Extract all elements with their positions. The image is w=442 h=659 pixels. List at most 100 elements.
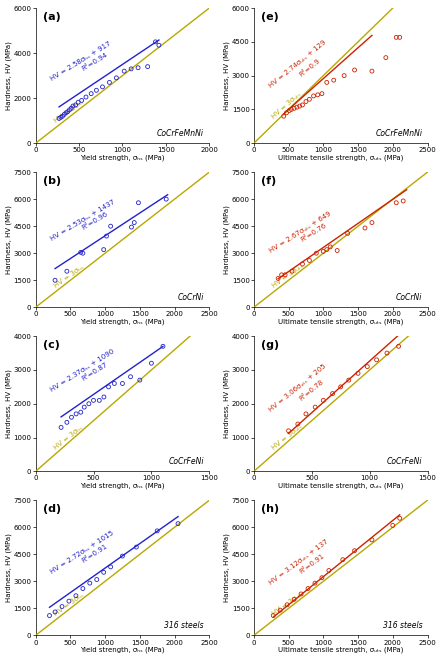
Text: HV = 3σₕₛ: HV = 3σₕₛ bbox=[53, 100, 85, 125]
Text: (b): (b) bbox=[42, 176, 61, 186]
Text: HV = 2.74σᵤₜₛ + 129: HV = 2.74σᵤₜₛ + 129 bbox=[267, 39, 327, 88]
Point bbox=[334, 245, 341, 256]
Point bbox=[280, 111, 287, 121]
Point bbox=[351, 546, 358, 556]
Point bbox=[320, 246, 327, 257]
Point bbox=[62, 107, 69, 118]
Point bbox=[368, 534, 375, 545]
Point bbox=[277, 605, 284, 616]
Point bbox=[323, 244, 330, 255]
Text: R²=0.91: R²=0.91 bbox=[81, 543, 109, 564]
Point bbox=[63, 417, 70, 428]
Text: (a): (a) bbox=[42, 12, 60, 22]
Point bbox=[113, 72, 120, 83]
Point bbox=[128, 222, 135, 233]
Point bbox=[72, 100, 79, 110]
Point bbox=[156, 40, 163, 51]
Text: R²=0.91: R²=0.91 bbox=[299, 552, 326, 575]
Text: (e): (e) bbox=[261, 12, 278, 22]
Y-axis label: Hardness, HV (MPa): Hardness, HV (MPa) bbox=[6, 42, 12, 110]
Point bbox=[57, 112, 65, 123]
Y-axis label: Hardness, HV (MPa): Hardness, HV (MPa) bbox=[6, 205, 12, 274]
Point bbox=[77, 407, 84, 417]
Text: HV = 2.53σₕₛ + 1437: HV = 2.53σₕₛ + 1437 bbox=[50, 198, 117, 242]
Point bbox=[79, 248, 86, 258]
Point bbox=[290, 594, 297, 604]
Text: HV = 3σᵤₜₛ: HV = 3σᵤₜₛ bbox=[271, 92, 302, 120]
Point bbox=[100, 391, 107, 402]
Point bbox=[85, 399, 92, 409]
Point bbox=[136, 375, 143, 386]
Point bbox=[90, 395, 97, 406]
Point bbox=[283, 107, 290, 118]
X-axis label: Ultimate tensile strength, σᵤₜₛ (MPa): Ultimate tensile strength, σᵤₜₛ (MPa) bbox=[278, 483, 404, 490]
Point bbox=[52, 275, 59, 285]
Point bbox=[345, 375, 352, 386]
Text: CoCrNi: CoCrNi bbox=[396, 293, 422, 302]
Text: R²=0.78: R²=0.78 bbox=[299, 378, 325, 401]
Point bbox=[103, 231, 110, 241]
Point bbox=[107, 561, 114, 572]
Point bbox=[330, 75, 337, 86]
Text: R²=0.94: R²=0.94 bbox=[81, 51, 109, 71]
Point bbox=[68, 412, 75, 422]
Point bbox=[344, 228, 351, 239]
Text: R²=0.9: R²=0.9 bbox=[299, 57, 322, 78]
Point bbox=[93, 574, 100, 585]
Point bbox=[148, 358, 155, 368]
Point bbox=[58, 601, 65, 612]
Point bbox=[119, 378, 126, 389]
Text: HV = 2.67σᵤₜₛ + 649: HV = 2.67σᵤₜₛ + 649 bbox=[268, 211, 332, 254]
Point bbox=[72, 409, 80, 419]
Point bbox=[270, 610, 277, 621]
Point bbox=[306, 94, 313, 105]
Point bbox=[290, 103, 297, 113]
Point bbox=[86, 578, 93, 588]
Point bbox=[288, 104, 295, 115]
Y-axis label: Hardness, HV (MPa): Hardness, HV (MPa) bbox=[224, 42, 230, 110]
Text: HV = 3σₕₛ: HV = 3σₕₛ bbox=[53, 264, 85, 289]
Point bbox=[68, 103, 75, 113]
Point bbox=[61, 109, 68, 120]
Point bbox=[325, 565, 332, 576]
X-axis label: Yield strength, σₕₛ (MPa): Yield strength, σₕₛ (MPa) bbox=[80, 647, 165, 654]
Point bbox=[341, 71, 348, 81]
Point bbox=[299, 259, 306, 270]
Point bbox=[373, 355, 380, 365]
Text: HV = 3σᵤₜₛ: HV = 3σᵤₜₛ bbox=[271, 423, 303, 450]
Point bbox=[312, 402, 319, 413]
Point bbox=[78, 95, 85, 105]
Point bbox=[100, 567, 107, 577]
Point bbox=[105, 382, 112, 392]
X-axis label: Ultimate tensile strength, σᵤₜₛ (MPa): Ultimate tensile strength, σᵤₜₛ (MPa) bbox=[278, 647, 404, 654]
Point bbox=[63, 266, 70, 277]
Point bbox=[134, 63, 141, 73]
Text: R²=0.87: R²=0.87 bbox=[81, 362, 109, 382]
Point bbox=[313, 248, 320, 258]
Point bbox=[297, 588, 305, 599]
Point bbox=[354, 368, 362, 379]
Point bbox=[133, 542, 140, 552]
Text: (f): (f) bbox=[261, 176, 276, 186]
X-axis label: Yield strength, σₕₛ (MPa): Yield strength, σₕₛ (MPa) bbox=[80, 319, 165, 326]
Text: HV = 3σₕₛ: HV = 3σₕₛ bbox=[53, 424, 84, 450]
Point bbox=[323, 77, 330, 88]
Point bbox=[329, 388, 336, 399]
Point bbox=[278, 270, 285, 280]
Text: CoCrNi: CoCrNi bbox=[178, 293, 204, 302]
X-axis label: Yield strength, σₕₛ (MPa): Yield strength, σₕₛ (MPa) bbox=[80, 483, 165, 490]
Point bbox=[57, 422, 65, 433]
Point bbox=[64, 106, 71, 117]
Y-axis label: Hardness, HV (MPa): Hardness, HV (MPa) bbox=[6, 369, 12, 438]
Point bbox=[351, 65, 358, 75]
Point bbox=[339, 554, 346, 565]
Point bbox=[286, 105, 293, 116]
Point bbox=[400, 196, 407, 206]
Point bbox=[285, 426, 292, 436]
Point bbox=[337, 382, 344, 392]
Point bbox=[72, 590, 80, 601]
Text: R²=0.76: R²=0.76 bbox=[299, 223, 327, 243]
Point bbox=[160, 341, 167, 351]
Y-axis label: Hardness, HV (MPa): Hardness, HV (MPa) bbox=[224, 369, 230, 438]
Point bbox=[296, 101, 303, 111]
